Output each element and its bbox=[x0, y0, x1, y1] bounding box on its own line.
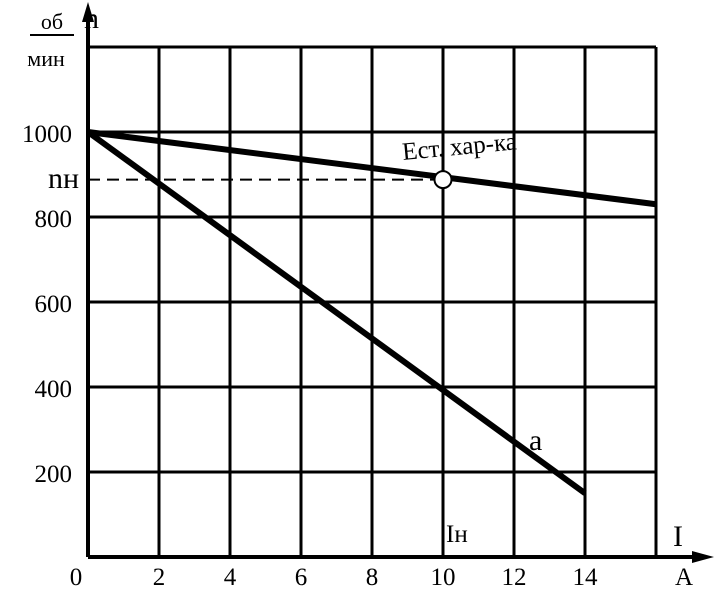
x-tick-label: 0 bbox=[70, 564, 83, 590]
y-tick-label: 600 bbox=[35, 291, 73, 318]
x-tick-label: 8 bbox=[366, 564, 379, 590]
x-tick-labels: 0 2 4 6 8 10 12 14 bbox=[70, 564, 598, 590]
y-tick-label: 400 bbox=[35, 376, 73, 403]
series-line-1 bbox=[86, 129, 587, 496]
x-tick-label: 12 bbox=[502, 564, 527, 590]
rated-point-marker bbox=[433, 170, 453, 190]
y-axis-unit-denominator: мин bbox=[27, 46, 65, 71]
axes bbox=[82, 2, 714, 563]
series-line-0 bbox=[87, 129, 657, 208]
x-tick-label: 2 bbox=[153, 564, 166, 590]
rated-current-label: Iн bbox=[446, 521, 468, 548]
x-axis-arrow bbox=[692, 551, 714, 563]
x-axis-unit: A bbox=[675, 564, 693, 590]
series-label-natural: Ест. хар-ка bbox=[401, 128, 518, 166]
y-axis-symbol: n bbox=[84, 2, 99, 35]
y-tick-label: 800 bbox=[35, 206, 73, 233]
x-tick-label: 14 bbox=[573, 564, 599, 590]
x-tick-label: 6 bbox=[295, 564, 308, 590]
x-axis-symbol: I bbox=[673, 520, 683, 553]
y-tick-labels: 200 400 600 800 1000 bbox=[22, 121, 72, 488]
series-label-a: а bbox=[529, 424, 542, 457]
rated-guides bbox=[88, 178, 444, 557]
x-tick-label: 10 bbox=[431, 564, 456, 590]
y-tick-label: 200 bbox=[35, 461, 73, 488]
y-axis-unit-numerator: об bbox=[41, 9, 63, 34]
series-layer bbox=[86, 129, 657, 496]
y-tick-label: 1000 bbox=[22, 121, 72, 148]
y-axis-arrow bbox=[82, 2, 94, 22]
x-tick-label: 4 bbox=[224, 564, 237, 590]
rated-speed-label: nн bbox=[48, 162, 79, 195]
